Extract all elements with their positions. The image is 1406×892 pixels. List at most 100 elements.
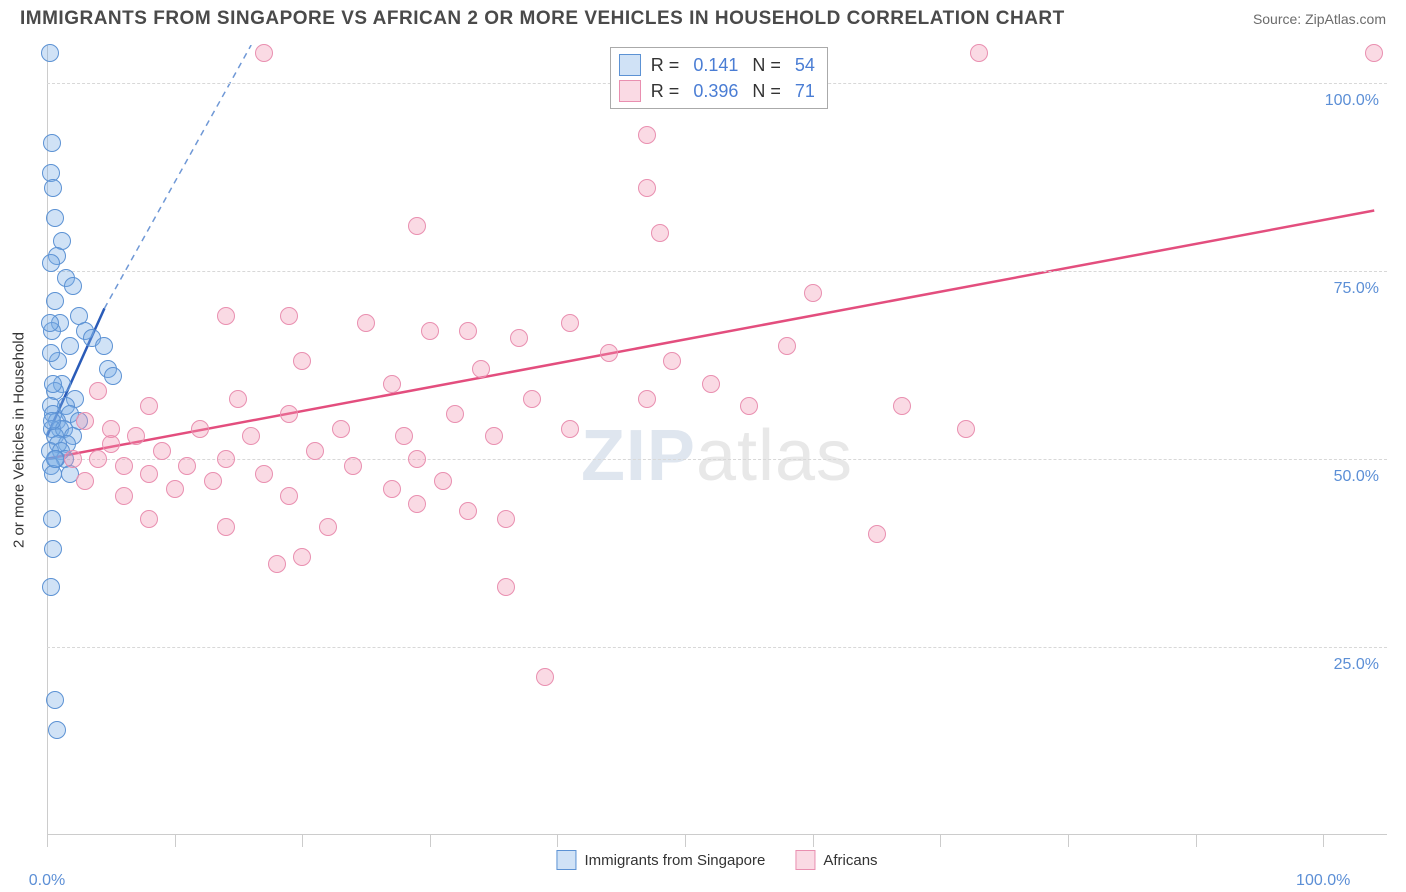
legend-item-singapore: Immigrants from Singapore	[556, 850, 765, 870]
data-point-africans	[638, 126, 656, 144]
x-tick	[557, 835, 558, 847]
data-point-singapore	[42, 254, 60, 272]
stats-R-value: 0.396	[689, 81, 742, 102]
data-point-africans	[740, 397, 758, 415]
y-axis-label: 2 or more Vehicles in Household	[11, 332, 28, 548]
data-point-africans	[268, 555, 286, 573]
data-point-africans	[804, 284, 822, 302]
data-point-africans	[89, 382, 107, 400]
watermark-text: ZIPatlas	[581, 415, 853, 497]
stats-N-value: 71	[791, 81, 819, 102]
x-tick	[1068, 835, 1069, 847]
stats-R-label: R =	[651, 81, 680, 102]
stats-N-label: N =	[752, 81, 781, 102]
stats-N-label: N =	[752, 55, 781, 76]
data-point-africans	[332, 420, 350, 438]
data-point-singapore	[61, 337, 79, 355]
chart-container: 2 or more Vehicles in Household ZIPatlas…	[47, 45, 1387, 835]
data-point-africans	[255, 44, 273, 62]
grid-line-h	[47, 271, 1387, 272]
x-tick	[47, 835, 48, 847]
data-point-africans	[970, 44, 988, 62]
data-point-africans	[140, 397, 158, 415]
data-point-singapore	[41, 44, 59, 62]
x-tick	[302, 835, 303, 847]
data-point-africans	[280, 307, 298, 325]
data-point-africans	[217, 307, 235, 325]
stats-row-africans: R = 0.396 N = 71	[619, 78, 819, 104]
data-point-singapore	[42, 344, 60, 362]
data-point-africans	[395, 427, 413, 445]
data-point-africans	[1365, 44, 1383, 62]
data-point-africans	[76, 412, 94, 430]
data-point-africans	[421, 322, 439, 340]
x-axis-line	[47, 834, 1387, 835]
source-label: Source:	[1253, 11, 1305, 27]
data-point-singapore	[46, 450, 64, 468]
data-point-africans	[408, 217, 426, 235]
data-point-africans	[115, 487, 133, 505]
data-point-africans	[76, 472, 94, 490]
data-point-singapore	[48, 721, 66, 739]
x-tick-label-end: 100.0%	[1296, 872, 1350, 890]
data-point-singapore	[43, 510, 61, 528]
data-point-africans	[191, 420, 209, 438]
legend-label-singapore: Immigrants from Singapore	[584, 852, 765, 869]
data-point-africans	[957, 420, 975, 438]
legend-swatch-blue	[556, 850, 576, 870]
data-point-singapore	[104, 367, 122, 385]
data-point-africans	[868, 525, 886, 543]
data-point-africans	[344, 457, 362, 475]
x-tick	[685, 835, 686, 847]
y-tick-label: 75.0%	[1334, 280, 1379, 298]
data-point-africans	[497, 510, 515, 528]
x-tick	[940, 835, 941, 847]
watermark-atlas: atlas	[696, 416, 853, 496]
correlation-legend: R = 0.141 N = 54R = 0.396 N = 71	[610, 47, 828, 109]
grid-line-h	[47, 459, 1387, 460]
x-tick	[430, 835, 431, 847]
data-point-singapore	[64, 277, 82, 295]
legend-label-africans: Africans	[823, 852, 877, 869]
data-point-africans	[472, 360, 490, 378]
y-tick-label: 100.0%	[1325, 92, 1379, 110]
data-point-singapore	[42, 578, 60, 596]
data-point-singapore	[95, 337, 113, 355]
data-point-africans	[459, 502, 477, 520]
data-point-africans	[306, 442, 324, 460]
legend-item-africans: Africans	[795, 850, 877, 870]
x-tick	[175, 835, 176, 847]
data-point-africans	[561, 314, 579, 332]
data-point-africans	[485, 427, 503, 445]
stats-R-value: 0.141	[689, 55, 742, 76]
data-point-africans	[102, 420, 120, 438]
data-point-africans	[497, 578, 515, 596]
data-point-africans	[408, 495, 426, 513]
data-point-africans	[523, 390, 541, 408]
y-tick-label: 50.0%	[1334, 468, 1379, 486]
data-point-singapore	[46, 691, 64, 709]
data-point-africans	[140, 465, 158, 483]
data-point-africans	[280, 405, 298, 423]
data-point-singapore	[43, 134, 61, 152]
data-point-africans	[229, 390, 247, 408]
data-point-singapore	[44, 375, 62, 393]
stats-N-value: 54	[791, 55, 819, 76]
data-point-africans	[638, 179, 656, 197]
stats-swatch-blue	[619, 54, 641, 76]
data-point-africans	[242, 427, 260, 445]
data-point-africans	[153, 442, 171, 460]
x-tick	[813, 835, 814, 847]
source-attribution: Source: ZipAtlas.com	[1253, 11, 1386, 27]
data-point-singapore	[46, 209, 64, 227]
data-point-africans	[280, 487, 298, 505]
y-tick-label: 25.0%	[1334, 656, 1379, 674]
data-point-africans	[600, 344, 618, 362]
data-point-singapore	[44, 540, 62, 558]
data-point-africans	[64, 450, 82, 468]
data-point-africans	[778, 337, 796, 355]
chart-header: IMMIGRANTS FROM SINGAPORE VS AFRICAN 2 O…	[0, 0, 1406, 30]
data-point-africans	[383, 480, 401, 498]
data-point-africans	[446, 405, 464, 423]
data-point-africans	[638, 390, 656, 408]
